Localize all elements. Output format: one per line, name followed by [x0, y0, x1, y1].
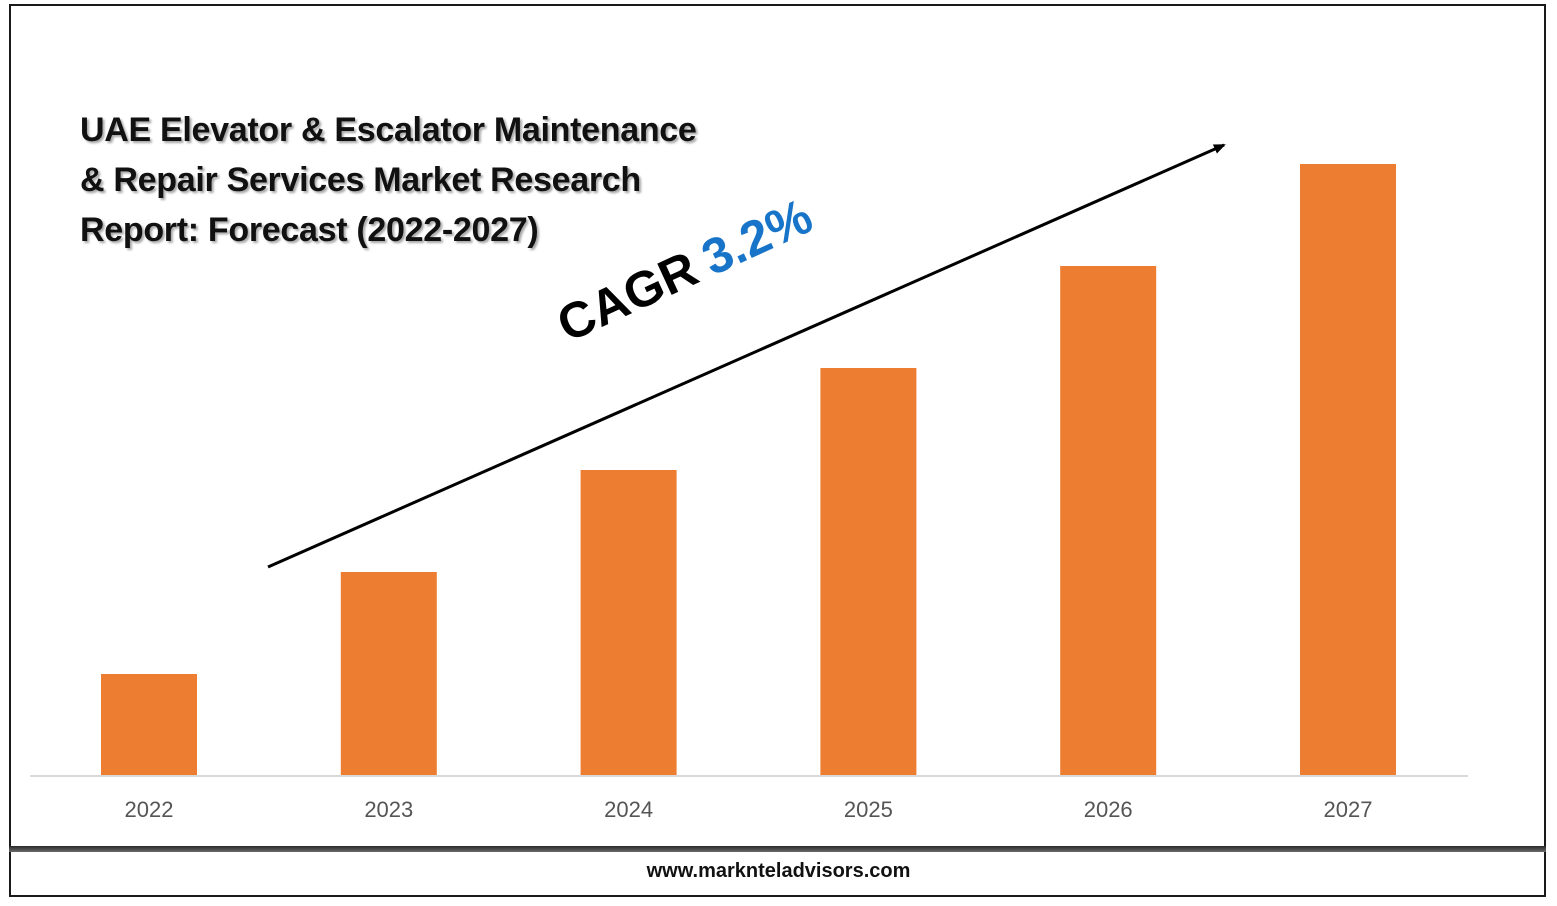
x-tick-label-2025: 2025 [844, 797, 893, 822]
bar-2024 [580, 470, 677, 776]
title-line-2: & Repair Services Market Research [80, 161, 641, 199]
x-axis-ticks: 2022 2023 2024 2025 2026 2027 [125, 797, 1373, 822]
x-tick-label-2024: 2024 [604, 797, 653, 822]
trend-arrow [267, 143, 1226, 569]
chart-frame [9, 4, 1546, 897]
footer-divider [9, 846, 1546, 852]
bar-2023 [340, 572, 437, 776]
chart-title: UAE Elevator & Escalator Maintenance & R… [80, 105, 780, 255]
x-tick-label-2022: 2022 [125, 797, 174, 822]
bar-2025 [820, 368, 917, 776]
title-line-1: UAE Elevator & Escalator Maintenance [80, 111, 697, 149]
footer-website-url: www.marknteladvisors.com [646, 860, 911, 882]
bar-2022 [101, 674, 197, 776]
title-line-3: Report: Forecast (2022-2027) [80, 211, 539, 249]
x-tick-label-2023: 2023 [364, 797, 413, 822]
bars-group [101, 164, 1396, 776]
x-tick-label-2026: 2026 [1084, 797, 1133, 822]
x-tick-label-2027: 2027 [1324, 797, 1373, 822]
bar-2026 [1060, 266, 1157, 776]
bar-2027 [1300, 164, 1396, 776]
